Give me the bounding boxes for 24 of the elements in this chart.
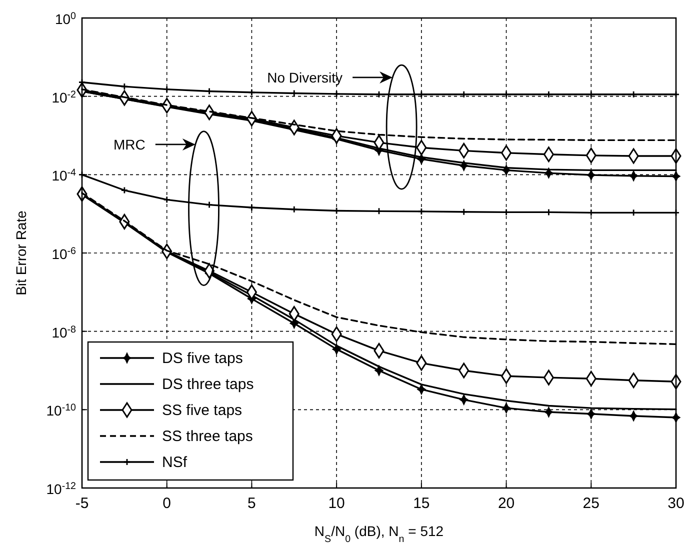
- legend-label: DS five taps: [162, 350, 243, 367]
- legend-label: DS three taps: [162, 376, 254, 393]
- x-tick-label: 25: [582, 495, 600, 512]
- annotation: MRC: [114, 136, 146, 152]
- x-tick-label: -5: [75, 495, 89, 512]
- x-tick-label: 15: [413, 495, 430, 512]
- y-axis-title: Bit Error Rate: [13, 210, 29, 296]
- x-tick-label: 20: [498, 495, 515, 512]
- y-tick-label: 10$^{0}$: [54, 10, 77, 27]
- legend-label: SS three taps: [162, 428, 253, 445]
- x-tick-label: 0: [162, 495, 172, 512]
- x-tick-label: 30: [668, 495, 684, 512]
- annotation: No Diversity: [267, 69, 343, 86]
- x-axis-title: N$_{S}$/N$_{0}$ (dB), N$_{n}$ = 512: [314, 523, 444, 544]
- legend-label: NSf: [162, 454, 188, 471]
- y-tick-label: 10$^{-10}$: [46, 402, 77, 419]
- x-tick-label: 5: [248, 495, 256, 512]
- y-tick-label: 10$^{-4}$: [52, 167, 77, 184]
- legend-label: SS five taps: [162, 402, 242, 419]
- x-tick-label: 10: [328, 495, 345, 512]
- y-tick-label: 10$^{-6}$: [52, 246, 77, 262]
- y-tick-label: 10$^{-8}$: [52, 324, 77, 340]
- y-tick-label: 10$^{-12}$: [46, 480, 76, 497]
- y-tick-label: 10$^{-2}$: [52, 88, 76, 106]
